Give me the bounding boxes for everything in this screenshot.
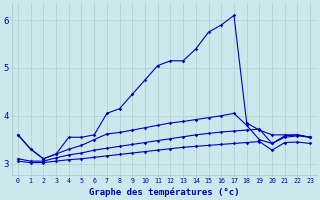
X-axis label: Graphe des températures (°c): Graphe des températures (°c) bbox=[89, 187, 239, 197]
